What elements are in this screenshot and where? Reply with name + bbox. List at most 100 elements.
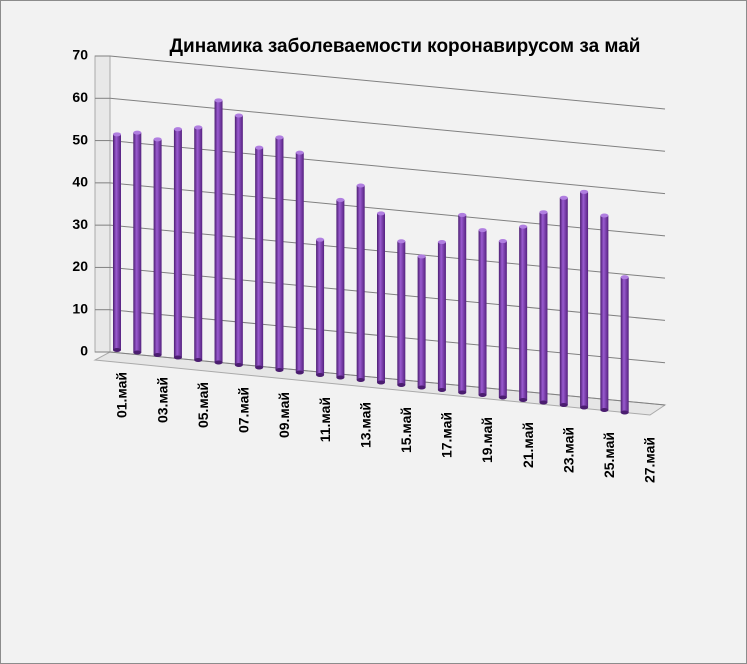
bar [437,242,446,390]
grid-line [109,224,666,279]
bar [559,197,568,405]
bar-cap [153,137,162,142]
bar-cap [559,195,568,200]
bar [275,137,284,370]
grid-line [109,266,666,321]
bar [234,115,243,365]
x-tick-label: 03.май [154,377,170,423]
bar [397,241,406,385]
bar-base [214,360,223,365]
y-tick-label: 50 [72,131,88,147]
grid-line [109,55,666,110]
bar-base [498,395,507,400]
bar-cap [214,98,223,103]
grid-line [109,140,666,195]
y-tick-label: 20 [72,258,88,274]
grid-line [109,309,666,364]
bar [173,129,182,358]
y-tick-label: 60 [72,89,88,105]
bar [336,199,345,378]
bar-cap [377,211,385,216]
x-tick-label: 21.май [520,422,536,468]
bar-base [539,400,548,405]
bar [620,277,629,413]
x-tick-label: 19.май [479,417,495,463]
bar-cap [539,210,548,215]
bar-base [458,390,467,395]
bar-base [377,380,385,385]
x-tick-label: 01.май [114,372,130,418]
bar-cap [417,254,426,259]
bar-cap [316,237,325,242]
bar-cap [275,135,284,140]
bar-cap [234,113,243,118]
bar-cap [173,127,182,132]
bar [580,191,589,408]
bar-base [356,378,365,382]
x-tick-label: 27.май [642,437,658,483]
bar-base [559,403,568,407]
bar [194,127,203,360]
bar-base [153,353,162,357]
side-wall [94,55,111,353]
bar-base [417,385,426,390]
bar [498,241,507,398]
x-tick-label: 25.май [601,432,617,478]
bar-base [234,363,243,367]
bar-cap [295,150,304,155]
bar-base [316,373,325,377]
bar-base [255,365,264,370]
bar [113,134,121,350]
x-tick-label: 15.май [398,407,414,453]
x-tick-label: 09.май [276,392,292,438]
bar [255,147,264,368]
bar-cap [478,228,487,233]
bar [539,212,548,403]
bar-cap [356,183,365,188]
chart-title: Динамика заболеваемости коронавирусом за… [170,36,641,57]
bar-base [397,383,406,387]
bar-base [295,370,304,375]
bar-base [519,398,528,402]
bar-cap [255,145,264,150]
bar-cap [600,213,609,218]
grid-line [109,182,666,237]
bar-cap [397,239,406,244]
bar [478,230,487,395]
bar [153,139,162,355]
bar-cap [458,212,467,217]
bar-cap [437,240,446,244]
x-tick-label: 05.май [195,382,211,428]
y-tick-label: 40 [72,174,88,190]
x-tick-label: 07.май [236,387,252,433]
y-tick-label: 10 [72,300,88,316]
x-tick-label: 11.май [317,397,333,442]
bar [316,239,325,375]
bar [519,226,528,400]
bar [600,215,609,410]
grid-line [109,351,666,406]
bar [295,152,304,373]
bar-cap [194,125,203,130]
bar [377,213,385,383]
bar-cap [519,224,528,229]
bar-base [478,393,487,397]
bar [214,100,223,363]
bar-base [133,350,142,355]
bar [458,214,467,393]
bar-cap [113,132,121,137]
bar-cap [620,275,629,280]
x-tick-label: 23.май [560,427,576,473]
bar-cap [580,189,589,194]
bar-base [275,368,284,372]
bar-cap [133,130,142,135]
y-tick-label: 0 [80,343,88,359]
bar-base [580,405,589,410]
bar-base [600,408,609,412]
bar [356,185,365,380]
bar-base [173,355,182,360]
bar [133,132,142,353]
y-tick-label: 70 [72,47,88,63]
bar-base [336,375,345,380]
